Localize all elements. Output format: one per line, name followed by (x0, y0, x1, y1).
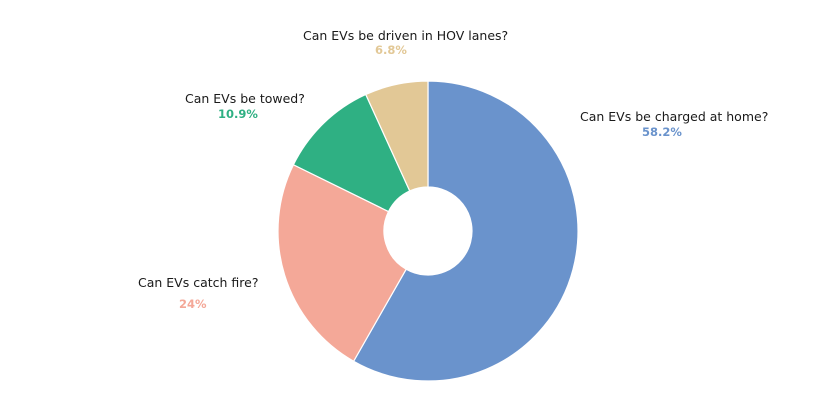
slice-value-catch-fire: 24% (179, 297, 207, 311)
donut-slice-3 (364, 80, 429, 192)
slice-label-towed: Can EVs be towed? (185, 91, 305, 106)
slice-label-catch-fire: Can EVs catch fire? (138, 275, 259, 290)
donut-slice-0 (352, 80, 579, 382)
slice-label-hov-lanes: Can EVs be driven in HOV lanes? (303, 28, 509, 43)
donut-slice-2 (292, 93, 411, 213)
slice-label-charged-at-home: Can EVs be charged at home? (580, 109, 769, 124)
donut-slice-1 (277, 163, 407, 363)
slice-value-hov-lanes: 6.8% (375, 43, 407, 57)
slice-value-towed: 10.9% (218, 107, 258, 121)
slice-value-charged-at-home: 58.2% (642, 125, 682, 139)
